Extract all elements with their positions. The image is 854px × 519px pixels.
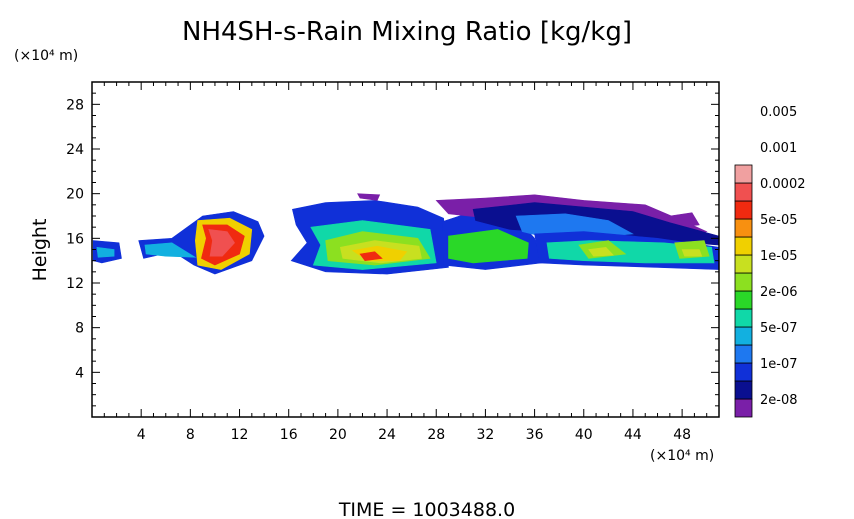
data-region-1 [96, 246, 115, 258]
colorbar-swatch [734, 344, 753, 364]
x-tick-label: 24 [378, 427, 396, 443]
x-tick-label: 40 [575, 427, 593, 443]
data-region-17 [357, 193, 381, 201]
chart-title: NH4SH-s-Rain Mixing Ratio [kg/kg] [182, 17, 632, 47]
y-axis-label: Height [29, 219, 51, 282]
x-tick-label: 20 [329, 427, 347, 443]
x-tick-label: 48 [673, 427, 691, 443]
y-axis-unit: (×10⁴ m) [14, 48, 78, 64]
data-region-25 [681, 249, 703, 257]
data-region-24 [588, 246, 614, 257]
colorbar-swatch [734, 308, 753, 328]
colorbar-label: 2e-06 [760, 285, 798, 300]
x-tick-label: 32 [476, 427, 494, 443]
colorbar-swatch [734, 200, 753, 220]
y-tick-label: 12 [66, 276, 84, 292]
colorbar-label: 0.0002 [760, 177, 806, 192]
x-tick-label: 8 [186, 427, 195, 443]
colorbar-swatch [734, 164, 753, 184]
colorbar-label: 5e-07 [760, 321, 798, 336]
data-regions [92, 193, 720, 275]
data-region-6 [208, 229, 235, 257]
y-tick-label: 4 [75, 365, 84, 381]
colorbar-label: 0.005 [760, 105, 797, 120]
x-tick-label: 16 [280, 427, 298, 443]
colorbar-label: 2e-08 [760, 393, 798, 408]
x-tick-label: 36 [526, 427, 544, 443]
x-tick-label: 44 [624, 427, 642, 443]
time-label: TIME = 1003488.0 [338, 499, 515, 519]
y-tick-label: 24 [66, 142, 84, 158]
colorbar-label: 1e-07 [760, 357, 798, 372]
colorbar-swatch [734, 272, 753, 292]
x-axis-unit: (×10⁴ m) [650, 448, 714, 464]
x-tick-label: 4 [137, 427, 146, 443]
colorbar-swatch [734, 380, 753, 400]
data-region-12 [359, 251, 383, 262]
colorbar: 2e-08 1e-07 5e-07 2e-06 1e-05 5e-05 0.0002 0.00… [734, 105, 806, 418]
data-region-14 [448, 229, 529, 264]
colorbar-swatch [734, 254, 753, 274]
y-tick-label: 28 [66, 97, 84, 113]
colorbar-swatch [734, 290, 753, 310]
data-region-3 [144, 242, 197, 258]
colorbar-swatch [734, 362, 753, 382]
y-tick-labels: 4 8 12 16 20 24 28 [66, 97, 84, 381]
colorbar-swatch [734, 398, 753, 418]
colorbar-label: 0.001 [760, 141, 797, 156]
axis-ticks [92, 82, 719, 417]
data-region-16 [669, 212, 700, 228]
x-tick-label: 28 [427, 427, 445, 443]
colorbar-label: 5e-05 [760, 213, 798, 228]
y-tick-label: 20 [66, 187, 84, 203]
y-tick-label: 16 [66, 231, 84, 247]
x-tick-labels: 4 8 12 16 20 24 28 32 36 40 44 48 [137, 427, 691, 443]
colorbar-swatch [734, 326, 753, 346]
x-tick-label: 12 [231, 427, 249, 443]
colorbar-swatch [734, 236, 753, 256]
y-tick-label: 8 [75, 321, 84, 337]
colorbar-swatch [734, 182, 753, 202]
colorbar-label: 1e-05 [760, 249, 798, 264]
colorbar-swatch [734, 218, 753, 238]
